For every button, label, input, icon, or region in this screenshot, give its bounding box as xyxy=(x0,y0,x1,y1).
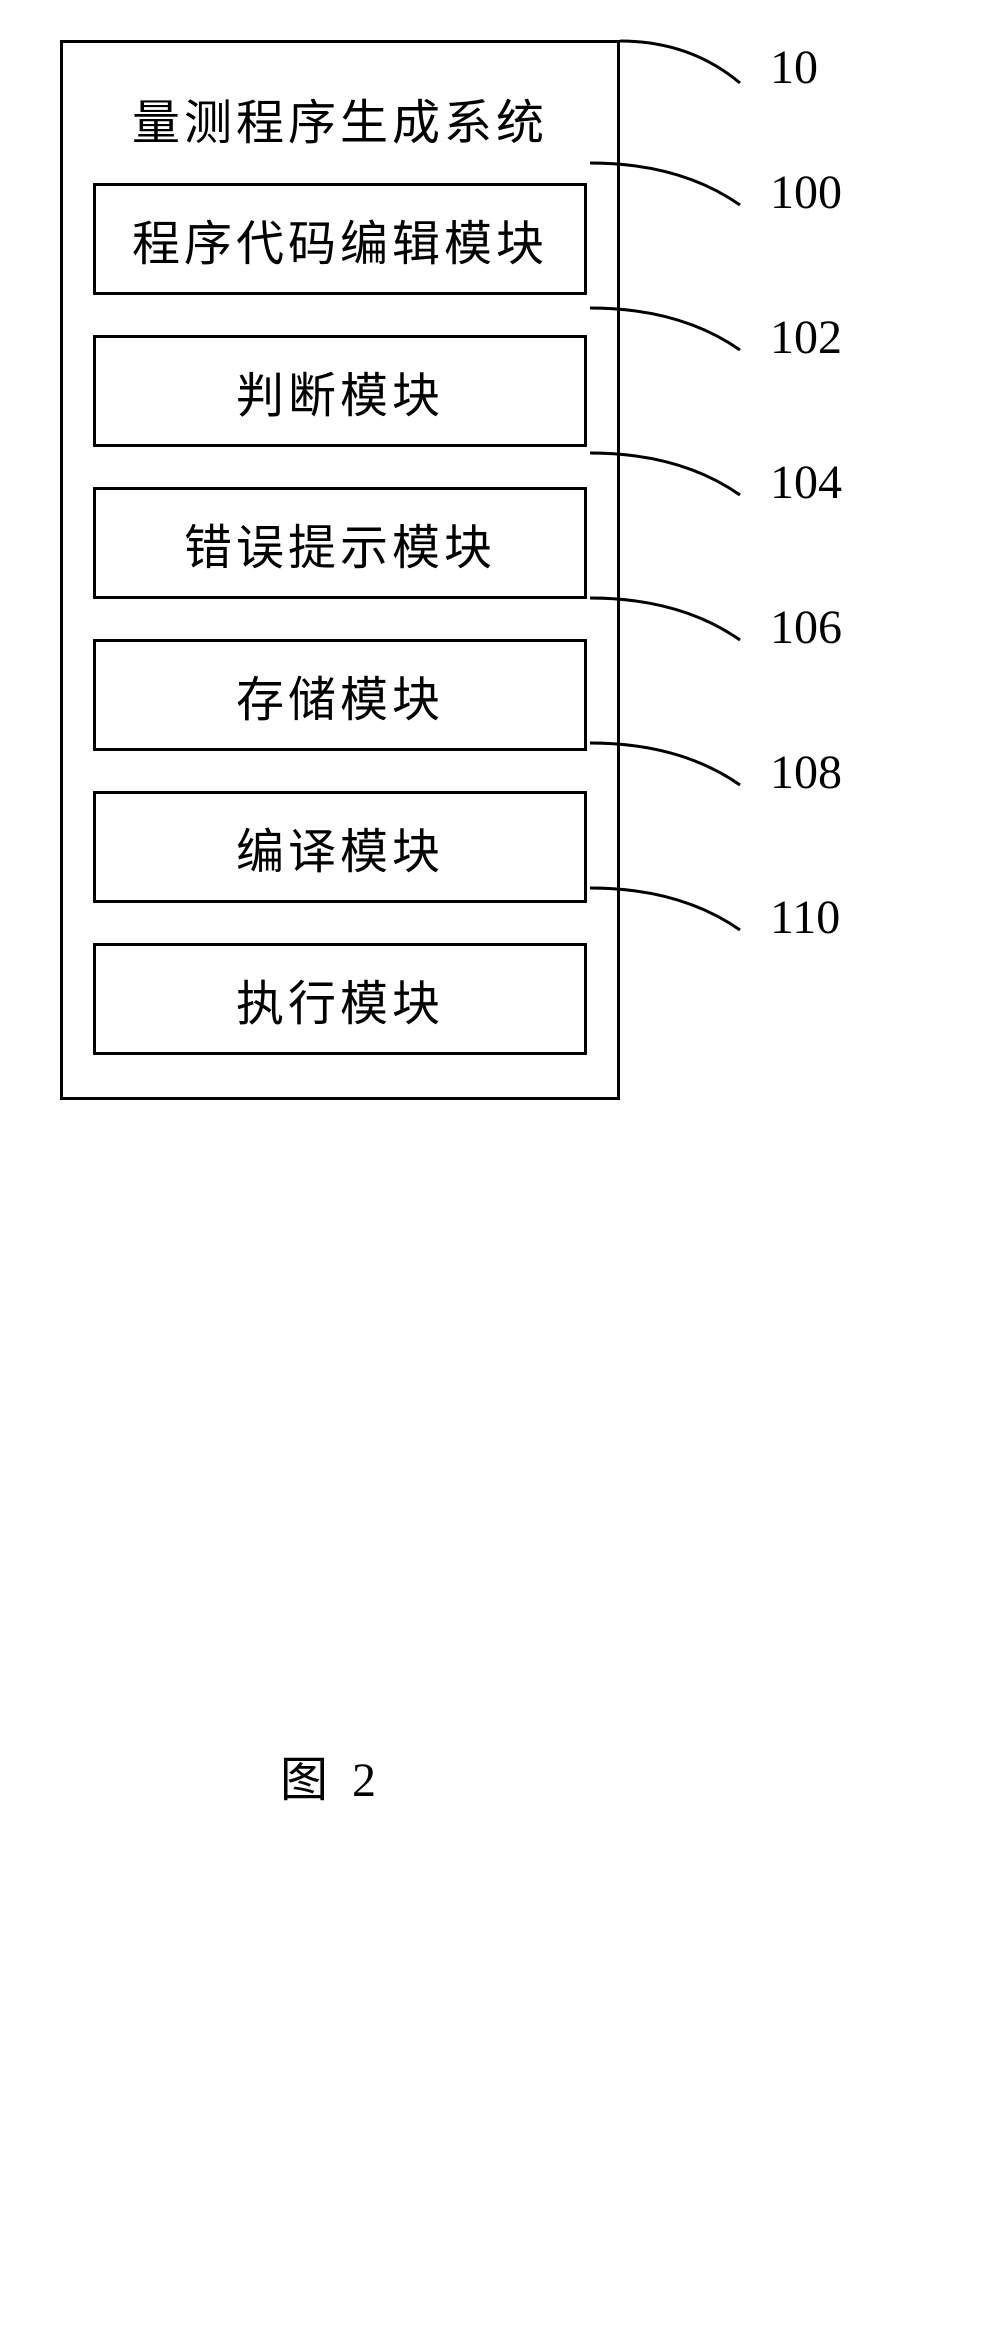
callout-ref-2: 104 xyxy=(770,455,842,510)
module-execute: 执行模块 xyxy=(93,943,587,1055)
callout-container-ref: 10 xyxy=(770,40,818,95)
module-judge: 判断模块 xyxy=(93,335,587,447)
callout-line-5 xyxy=(590,885,770,945)
figure-label: 图 2 xyxy=(280,1740,382,1810)
module-compile: 编译模块 xyxy=(93,791,587,903)
callout-line-4 xyxy=(590,740,770,800)
callout-ref-1: 102 xyxy=(770,310,842,365)
callout-ref-3: 106 xyxy=(770,600,842,655)
callout-line-2 xyxy=(590,450,770,510)
callout-line-3 xyxy=(590,595,770,655)
callout-line-container xyxy=(620,38,770,98)
module-code-edit: 程序代码编辑模块 xyxy=(93,183,587,295)
callout-line-1 xyxy=(590,305,770,365)
callout-ref-5: 110 xyxy=(770,890,840,945)
callout-ref-0: 100 xyxy=(770,165,842,220)
callout-ref-4: 108 xyxy=(770,745,842,800)
callout-line-0 xyxy=(590,160,770,220)
module-error-hint: 错误提示模块 xyxy=(93,487,587,599)
system-container: 量测程序生成系统 程序代码编辑模块 判断模块 错误提示模块 存储模块 编译模块 … xyxy=(60,40,620,1100)
system-title: 量测程序生成系统 xyxy=(93,83,587,153)
module-storage: 存储模块 xyxy=(93,639,587,751)
